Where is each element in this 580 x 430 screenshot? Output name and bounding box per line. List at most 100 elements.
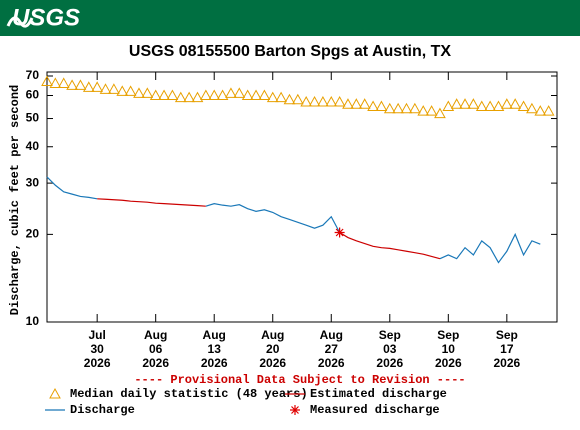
median-marker [74, 79, 87, 90]
y-axis-label: Discharge, cubic feet per second [8, 85, 22, 315]
legend-marker [290, 405, 300, 415]
median-marker [216, 89, 229, 100]
x-tick-label: 06 [149, 342, 163, 356]
median-marker [158, 89, 170, 100]
median-marker [66, 79, 78, 90]
median-marker [41, 75, 53, 87]
x-tick-label: 03 [383, 342, 397, 356]
median-marker [233, 87, 246, 98]
legend-marker [49, 387, 61, 399]
median-marker [425, 105, 438, 116]
median-marker [241, 89, 254, 100]
median-marker [149, 89, 162, 100]
y-tick-label: 40 [26, 139, 40, 153]
series-line [97, 198, 206, 207]
x-tick-label: 2026 [201, 356, 228, 370]
median-marker [99, 83, 112, 94]
median-marker [333, 95, 346, 107]
median-marker [82, 81, 95, 92]
y-tick-label: 70 [26, 68, 40, 82]
measurement-marker [334, 227, 345, 238]
median-marker [174, 91, 187, 103]
y-tick-label: 20 [26, 227, 40, 241]
median-marker [434, 107, 446, 119]
x-tick-label: Aug [320, 328, 343, 342]
x-tick-label: 20 [266, 342, 280, 356]
median-marker [375, 100, 388, 111]
median-marker [124, 85, 137, 96]
median-marker [367, 100, 379, 111]
median-marker [108, 83, 120, 94]
x-tick-label: 2026 [142, 356, 169, 370]
legend-label: Measured discharge [310, 403, 440, 417]
x-tick-label: 2026 [259, 356, 286, 370]
x-tick-label: 10 [442, 342, 456, 356]
median-marker [450, 98, 463, 109]
x-tick-label: Aug [144, 328, 167, 342]
series-line [439, 232, 541, 264]
median-marker [300, 95, 313, 107]
median-marker [317, 95, 329, 107]
median-marker [392, 102, 404, 114]
median-marker [225, 87, 237, 98]
median-marker [191, 91, 204, 103]
y-tick-label: 60 [26, 88, 40, 102]
x-tick-label: 27 [325, 342, 339, 356]
median-marker [350, 98, 363, 109]
x-tick-label: Aug [203, 328, 226, 342]
x-tick-label: 2026 [435, 356, 462, 370]
provisional-note: ---- Provisional Data Subject to Revisio… [134, 373, 465, 387]
median-marker [417, 105, 430, 116]
median-marker [534, 105, 547, 116]
median-marker [133, 87, 145, 98]
median-marker [492, 100, 505, 111]
series-line [46, 176, 98, 200]
median-marker [475, 100, 488, 111]
header-bar [0, 0, 580, 36]
median-marker [342, 98, 354, 109]
median-marker [467, 98, 480, 109]
median-marker [383, 102, 396, 114]
x-tick-label: 2026 [376, 356, 403, 370]
x-tick-label: 2026 [318, 356, 345, 370]
x-tick-label: 2026 [84, 356, 111, 370]
median-marker [208, 89, 221, 100]
x-tick-label: Sep [437, 328, 459, 342]
median-marker [258, 89, 271, 100]
median-marker [517, 100, 530, 111]
x-tick-label: Sep [496, 328, 518, 342]
median-marker [484, 100, 496, 111]
y-tick-label: 30 [26, 175, 40, 189]
median-marker [308, 95, 321, 107]
median-marker [400, 102, 413, 114]
logo: USGS [12, 4, 80, 31]
median-marker [166, 89, 179, 100]
series-line [339, 231, 441, 260]
median-marker [459, 98, 471, 109]
median-marker [526, 102, 538, 114]
median-marker [266, 91, 279, 103]
median-marker [49, 77, 62, 88]
y-tick-label: 50 [26, 111, 40, 125]
median-marker [183, 91, 195, 103]
median-marker [250, 89, 262, 100]
x-tick-label: 13 [208, 342, 222, 356]
median-marker [275, 91, 287, 103]
legend-label: Median daily statistic (48 years) [70, 387, 308, 401]
median-marker [116, 85, 129, 96]
median-marker [325, 95, 338, 107]
median-marker [141, 87, 154, 98]
median-marker [57, 77, 70, 88]
median-marker [291, 93, 304, 105]
legend-label: Discharge [70, 403, 135, 417]
chart-title: USGS 08155500 Barton Spgs at Austin, TX [129, 43, 452, 60]
series-line [205, 203, 341, 233]
median-marker [509, 98, 522, 109]
median-marker [500, 98, 513, 109]
median-marker [200, 89, 212, 100]
median-marker [283, 93, 296, 105]
logo-wave [6, 16, 34, 28]
x-tick-label: Sep [379, 328, 401, 342]
median-marker [442, 100, 455, 111]
